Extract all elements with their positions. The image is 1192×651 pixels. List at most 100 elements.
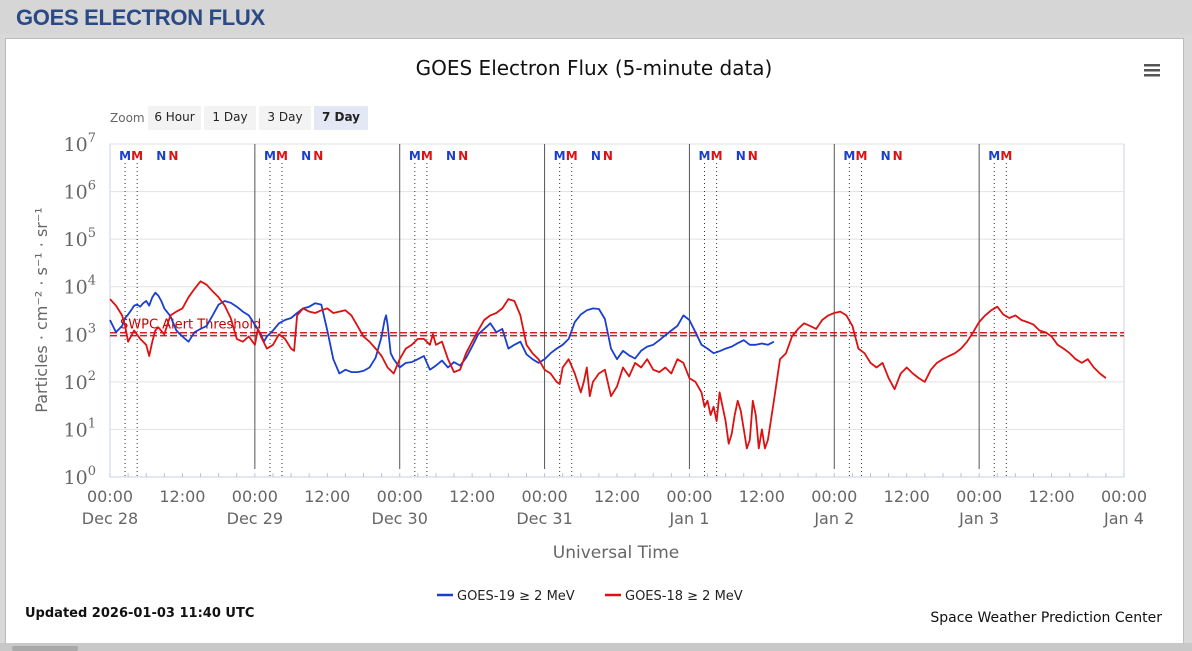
y-tick-label: 101 — [64, 416, 96, 441]
series-line-goes-18 — [109, 280, 1107, 450]
zoom-button-3-day[interactable]: 3 Day — [267, 110, 302, 124]
y-tick-base: 10 — [64, 229, 88, 251]
scrollbar-thumb[interactable] — [12, 646, 78, 651]
x-tick-time: 00:00 — [666, 487, 712, 506]
x-tick-time: 00:00 — [956, 487, 1002, 506]
hamburger-menu-icon[interactable] — [1140, 58, 1164, 80]
zoom-button-bg[interactable] — [314, 106, 368, 130]
marker-m: M — [421, 149, 433, 163]
y-tick-label: 107 — [64, 131, 96, 156]
y-tick-exponent: 5 — [88, 226, 96, 241]
x-tick-date: Dec 31 — [516, 509, 572, 528]
y-axis-label: Particles · cm⁻² · s⁻¹ · sr⁻¹ — [32, 207, 51, 412]
plot-area — [109, 143, 1125, 478]
x-tick-time: 12:00 — [884, 487, 930, 506]
y-tick-label: 100 — [64, 464, 96, 489]
y-tick-label: 104 — [64, 274, 96, 299]
y-tick-exponent: 2 — [88, 369, 96, 384]
marker-n: N — [313, 149, 323, 163]
x-tick-time: 00:00 — [232, 487, 278, 506]
marker-n: N — [591, 149, 601, 163]
x-tick-time: 12:00 — [304, 487, 350, 506]
y-tick-base: 10 — [64, 182, 88, 204]
zoom-button-7-day[interactable]: 7 Day — [322, 110, 360, 124]
marker-n: N — [893, 149, 903, 163]
x-tick-time: 00:00 — [87, 487, 133, 506]
x-tick-time: 00:00 — [522, 487, 568, 506]
y-tick-label: 103 — [64, 321, 96, 346]
marker-n: N — [881, 149, 891, 163]
x-tick-time: 12:00 — [1029, 487, 1075, 506]
marker-n: N — [301, 149, 311, 163]
credit-text: Space Weather Prediction Center — [930, 610, 1162, 626]
x-tick-time: 00:00 — [1101, 487, 1147, 506]
marker-n: N — [748, 149, 758, 163]
marker-n: N — [458, 149, 468, 163]
y-tick-label: 102 — [64, 369, 96, 394]
page-title: GOES ELECTRON FLUX — [16, 5, 265, 30]
y-tick-base: 10 — [64, 277, 88, 299]
marker-m: M — [855, 149, 867, 163]
marker-m: M — [409, 149, 421, 163]
x-tick-time: 00:00 — [377, 487, 423, 506]
x-axis-label: Universal Time — [553, 543, 679, 563]
zoom-button-group: 6 Hour 1 Day 3 Day 7 Day — [148, 106, 368, 130]
y-tick-base: 10 — [64, 134, 88, 156]
legend-item[interactable]: GOES-19 ≥ 2 MeV — [457, 589, 575, 604]
y-tick-exponent: 0 — [88, 464, 96, 479]
marker-n: N — [168, 149, 178, 163]
horizontal-scrollbar[interactable] — [0, 643, 1192, 651]
marker-m: M — [988, 149, 1000, 163]
x-tick-time: 12:00 — [739, 487, 785, 506]
x-tick-time: 12:00 — [159, 487, 205, 506]
marker-m: M — [264, 149, 276, 163]
y-tick-exponent: 6 — [88, 179, 96, 194]
marker-m: M — [276, 149, 288, 163]
y-tick-base: 10 — [64, 324, 88, 346]
x-tick-date: Dec 30 — [372, 509, 428, 528]
x-tick-time: 12:00 — [449, 487, 495, 506]
y-tick-base: 10 — [64, 467, 88, 489]
marker-m: M — [711, 149, 723, 163]
zoom-button-bg[interactable] — [148, 106, 201, 130]
marker-m: M — [119, 149, 131, 163]
marker-m: M — [554, 149, 566, 163]
marker-n: N — [603, 149, 613, 163]
legend: GOES-19 ≥ 2 MeV GOES-18 ≥ 2 MeV — [437, 589, 743, 604]
marker-n: N — [446, 149, 456, 163]
x-tick-date: Jan 4 — [1103, 509, 1144, 528]
y-tick-exponent: 4 — [88, 274, 96, 289]
zoom-button-1-day[interactable]: 1 Day — [212, 110, 247, 124]
marker-n: N — [156, 149, 166, 163]
y-tick-base: 10 — [64, 372, 88, 394]
threshold-label: SWPC Alert Threshold — [120, 317, 261, 332]
marker-n: N — [736, 149, 746, 163]
y-tick-exponent: 3 — [88, 321, 96, 336]
x-tick-date: Dec 29 — [227, 509, 283, 528]
y-tick-exponent: 7 — [88, 131, 96, 146]
marker-m: M — [566, 149, 578, 163]
x-tick-date: Jan 3 — [958, 509, 999, 528]
page-header: GOES ELECTRON FLUX — [0, 0, 1192, 34]
y-tick-label: 106 — [64, 179, 96, 204]
y-tick-label: 105 — [64, 226, 96, 251]
updated-timestamp: Updated 2026-01-03 11:40 UTC — [25, 606, 254, 621]
marker-m: M — [1000, 149, 1012, 163]
marker-m: M — [843, 149, 855, 163]
legend-item[interactable]: GOES-18 ≥ 2 MeV — [625, 589, 743, 604]
marker-m: M — [131, 149, 143, 163]
zoom-button-bg[interactable] — [204, 106, 256, 130]
zoom-button-bg[interactable] — [259, 106, 311, 130]
x-tick-time: 00:00 — [811, 487, 857, 506]
x-tick-time: 12:00 — [594, 487, 640, 506]
x-tick-date: Dec 28 — [82, 509, 138, 528]
y-tick-base: 10 — [64, 419, 88, 441]
zoom-label: Zoom — [110, 111, 145, 125]
chart-title: GOES Electron Flux (5-minute data) — [416, 56, 773, 80]
y-tick-exponent: 1 — [88, 416, 96, 431]
zoom-button-6-hour[interactable]: 6 Hour — [154, 110, 194, 124]
x-tick-date: Jan 1 — [668, 509, 709, 528]
x-tick-date: Jan 2 — [813, 509, 854, 528]
marker-m: M — [699, 149, 711, 163]
